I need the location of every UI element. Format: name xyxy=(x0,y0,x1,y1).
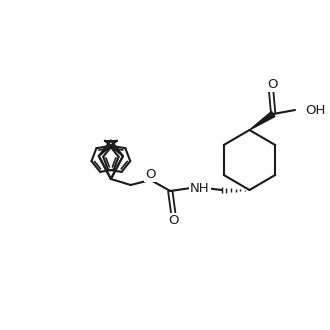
Text: O: O xyxy=(267,78,278,90)
Text: NH: NH xyxy=(190,182,210,194)
Text: O: O xyxy=(145,168,156,181)
Text: OH: OH xyxy=(305,104,325,116)
Polygon shape xyxy=(249,112,275,130)
Text: O: O xyxy=(168,214,179,227)
